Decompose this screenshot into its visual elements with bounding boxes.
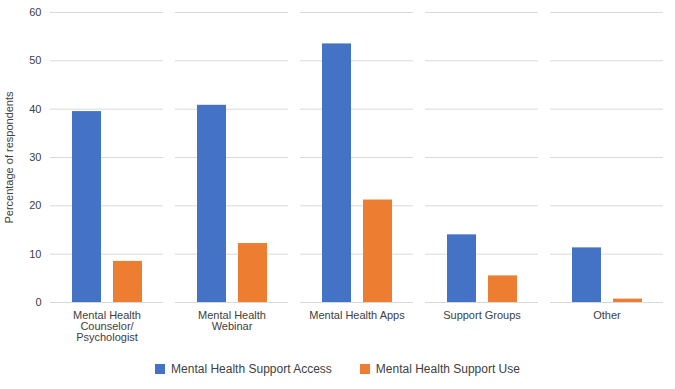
svg-text:Mental Health Apps: Mental Health Apps xyxy=(309,309,405,321)
html-text:Mental Health Support Use: Mental Health Support Use xyxy=(375,362,520,376)
svg-text:Other: Other xyxy=(593,309,621,321)
svg-text:Mental HealthWebinar: Mental HealthWebinar xyxy=(198,309,266,332)
svg-text:60: 60 xyxy=(29,6,41,18)
svg-text:10: 10 xyxy=(29,248,41,260)
svg-text:Support Groups: Support Groups xyxy=(443,309,521,321)
svg-text:Percentage of respondents: Percentage of respondents xyxy=(3,91,15,224)
html-text:Mental Health Support Access: Mental Health Support Access xyxy=(171,362,332,376)
svg-text:20: 20 xyxy=(29,199,41,211)
svg-text:Mental HealthCounselor/Psychol: Mental HealthCounselor/Psychologist xyxy=(73,309,141,343)
svg-text:0: 0 xyxy=(35,296,41,308)
svg-text:50: 50 xyxy=(29,54,41,66)
svg-text:40: 40 xyxy=(29,103,41,115)
svg-text:30: 30 xyxy=(29,151,41,163)
